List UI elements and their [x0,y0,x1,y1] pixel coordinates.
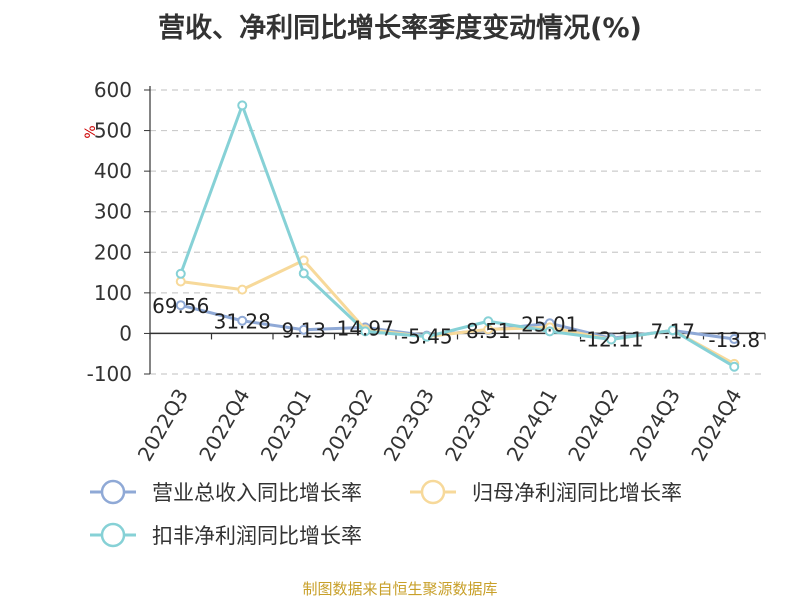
y-tick-label: 200 [94,240,132,264]
data-label: 7.17 [650,320,695,344]
x-tick-label: 2024Q1 [502,385,562,466]
data-point [606,334,617,345]
x-tick-label: 2024Q3 [625,385,685,466]
x-tick-label: 2023Q1 [256,385,316,466]
data-point [483,316,494,327]
data-point [298,268,309,279]
chart-title: 营收、净利同比增长率季度变动情况(%) [158,13,642,44]
series-lines [175,100,740,372]
source-note: 制图数据来自恒生聚源数据库 [302,580,498,598]
y-axis-label: % [83,125,99,138]
data-point [237,100,248,111]
legend-marker [420,479,446,505]
data-label: 69.56 [152,294,209,318]
data-label: 9.13 [281,319,326,343]
data-point [175,268,186,279]
series-line-3 [179,103,736,368]
data-point [237,284,248,295]
data-point [175,300,186,311]
y-tick-label: 100 [94,281,132,305]
data-point [237,315,248,326]
y-tick-label: 300 [94,200,132,224]
data-point [421,331,432,342]
data-point [667,325,678,336]
data-point [544,326,555,337]
legend-marker [100,479,126,505]
data-label: -13.8 [708,328,760,352]
x-tick-label: 2023Q3 [379,385,439,466]
data-label: 25.01 [521,312,578,336]
legend-entry: 扣非净利润同比增长率 [152,524,362,548]
y-tick-label: 600 [94,78,132,102]
data-point [360,326,371,337]
data-label: -5.45 [401,325,453,349]
x-tick-label: 2024Q4 [686,385,746,466]
y-tick-label: -100 [87,362,132,386]
legend-entry: 归母净利润同比增长率 [472,481,682,505]
x-tick-label: 2023Q2 [317,385,377,466]
data-point [729,334,740,345]
legend-marker [100,522,126,548]
x-tick-label: 2024Q2 [563,385,623,466]
x-tick-label: 2022Q3 [133,385,193,466]
y-tick-label: 500 [94,119,132,143]
data-label: 8.51 [466,319,511,343]
data-label: 14.97 [337,316,394,340]
y-tick-label: 0 [119,321,132,345]
data-point [298,324,309,335]
data-label: 31.28 [214,310,271,334]
y-tick-label: 400 [94,159,132,183]
x-tick-label: 2023Q4 [440,385,500,466]
legend-entry: 营业总收入同比增长率 [152,481,362,505]
data-point [729,361,740,372]
data-label: -12.11 [579,327,643,351]
x-tick-label: 2022Q4 [194,385,254,466]
